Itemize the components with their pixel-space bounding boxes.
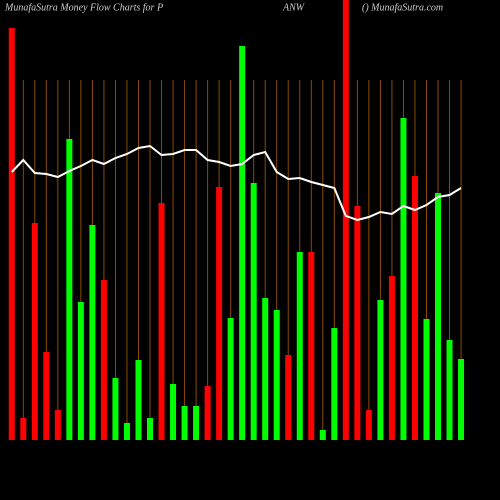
bar	[227, 318, 234, 440]
bar	[66, 139, 73, 440]
bar	[331, 328, 338, 440]
bar	[89, 225, 96, 440]
bar	[181, 406, 188, 440]
bar	[31, 223, 38, 440]
bar	[308, 252, 315, 440]
bar	[20, 418, 27, 440]
bar	[423, 319, 430, 440]
bar	[365, 410, 372, 440]
bar	[273, 310, 280, 440]
bar	[388, 276, 395, 440]
bar	[435, 193, 441, 440]
money-flow-line	[11, 144, 462, 222]
bar	[8, 28, 15, 440]
bar	[262, 298, 269, 440]
bar	[319, 430, 326, 440]
bar	[112, 378, 119, 440]
bar	[158, 203, 165, 440]
bar	[147, 418, 153, 440]
bar	[54, 410, 61, 440]
bar	[216, 187, 223, 440]
bar	[354, 206, 361, 440]
bar	[285, 355, 292, 440]
bar	[296, 252, 303, 440]
bar	[377, 300, 384, 440]
bar	[204, 386, 211, 440]
bar	[411, 176, 418, 440]
bar	[446, 340, 453, 440]
bar	[342, 0, 349, 440]
bar	[400, 118, 407, 440]
bar	[239, 46, 246, 440]
bar	[250, 183, 257, 440]
bar	[77, 302, 84, 440]
bar	[135, 360, 142, 440]
bar	[43, 352, 50, 440]
bar	[193, 406, 200, 440]
bar	[123, 423, 130, 440]
bar	[100, 280, 107, 440]
bar	[458, 359, 465, 440]
chart-title: MunafaSutra Money Flow Charts for P	[4, 2, 163, 13]
bar	[170, 384, 177, 440]
ticker: ANW	[282, 2, 306, 13]
source: () MunafaSutra.com	[362, 2, 443, 13]
